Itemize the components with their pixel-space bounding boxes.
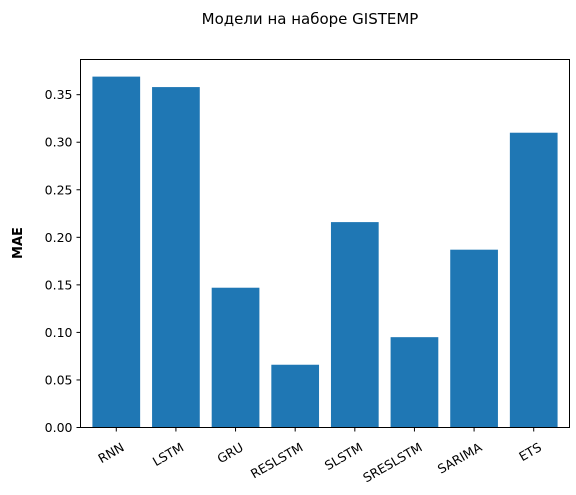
y-tick-label: 0.00 <box>45 420 73 435</box>
y-axis-ticks: 0.00 0.05 0.10 0.15 0.20 0.25 0.30 0.35 <box>45 87 81 435</box>
y-tick-label: 0.05 <box>45 372 73 387</box>
bar-lstm <box>152 87 200 428</box>
chart-title: Модели на наборе GISTEMP <box>202 10 419 28</box>
bar-rnn <box>92 76 141 428</box>
x-tick-label: GRU <box>215 439 246 466</box>
y-axis-label: MAE <box>11 227 26 259</box>
x-tick-label: SRESLSTM <box>360 439 424 485</box>
plot-frame <box>80 59 570 428</box>
x-tick-label: SLSTM <box>322 439 365 473</box>
x-tick-label: SARIMA <box>435 439 485 476</box>
bar-slstm <box>330 222 379 428</box>
y-tick-label: 0.30 <box>45 135 73 150</box>
y-tick-label: 0.35 <box>45 87 73 102</box>
x-tick-label: RESLSTM <box>248 439 306 481</box>
y-tick-label: 0.10 <box>45 325 73 340</box>
bars-group <box>92 76 558 428</box>
x-tick-label: ETS <box>516 439 544 464</box>
bar-ets <box>509 132 558 428</box>
bar-gru <box>211 287 260 428</box>
x-tick-label: LSTM <box>150 439 186 469</box>
x-tick-label: RNN <box>95 439 126 466</box>
y-tick-label: 0.15 <box>45 277 73 292</box>
y-tick-label: 0.25 <box>45 182 73 197</box>
bar-sarima <box>450 249 498 428</box>
bar-sreslstm <box>390 337 439 428</box>
bar-reslstm <box>271 364 320 428</box>
y-tick-label: 0.20 <box>45 230 73 245</box>
